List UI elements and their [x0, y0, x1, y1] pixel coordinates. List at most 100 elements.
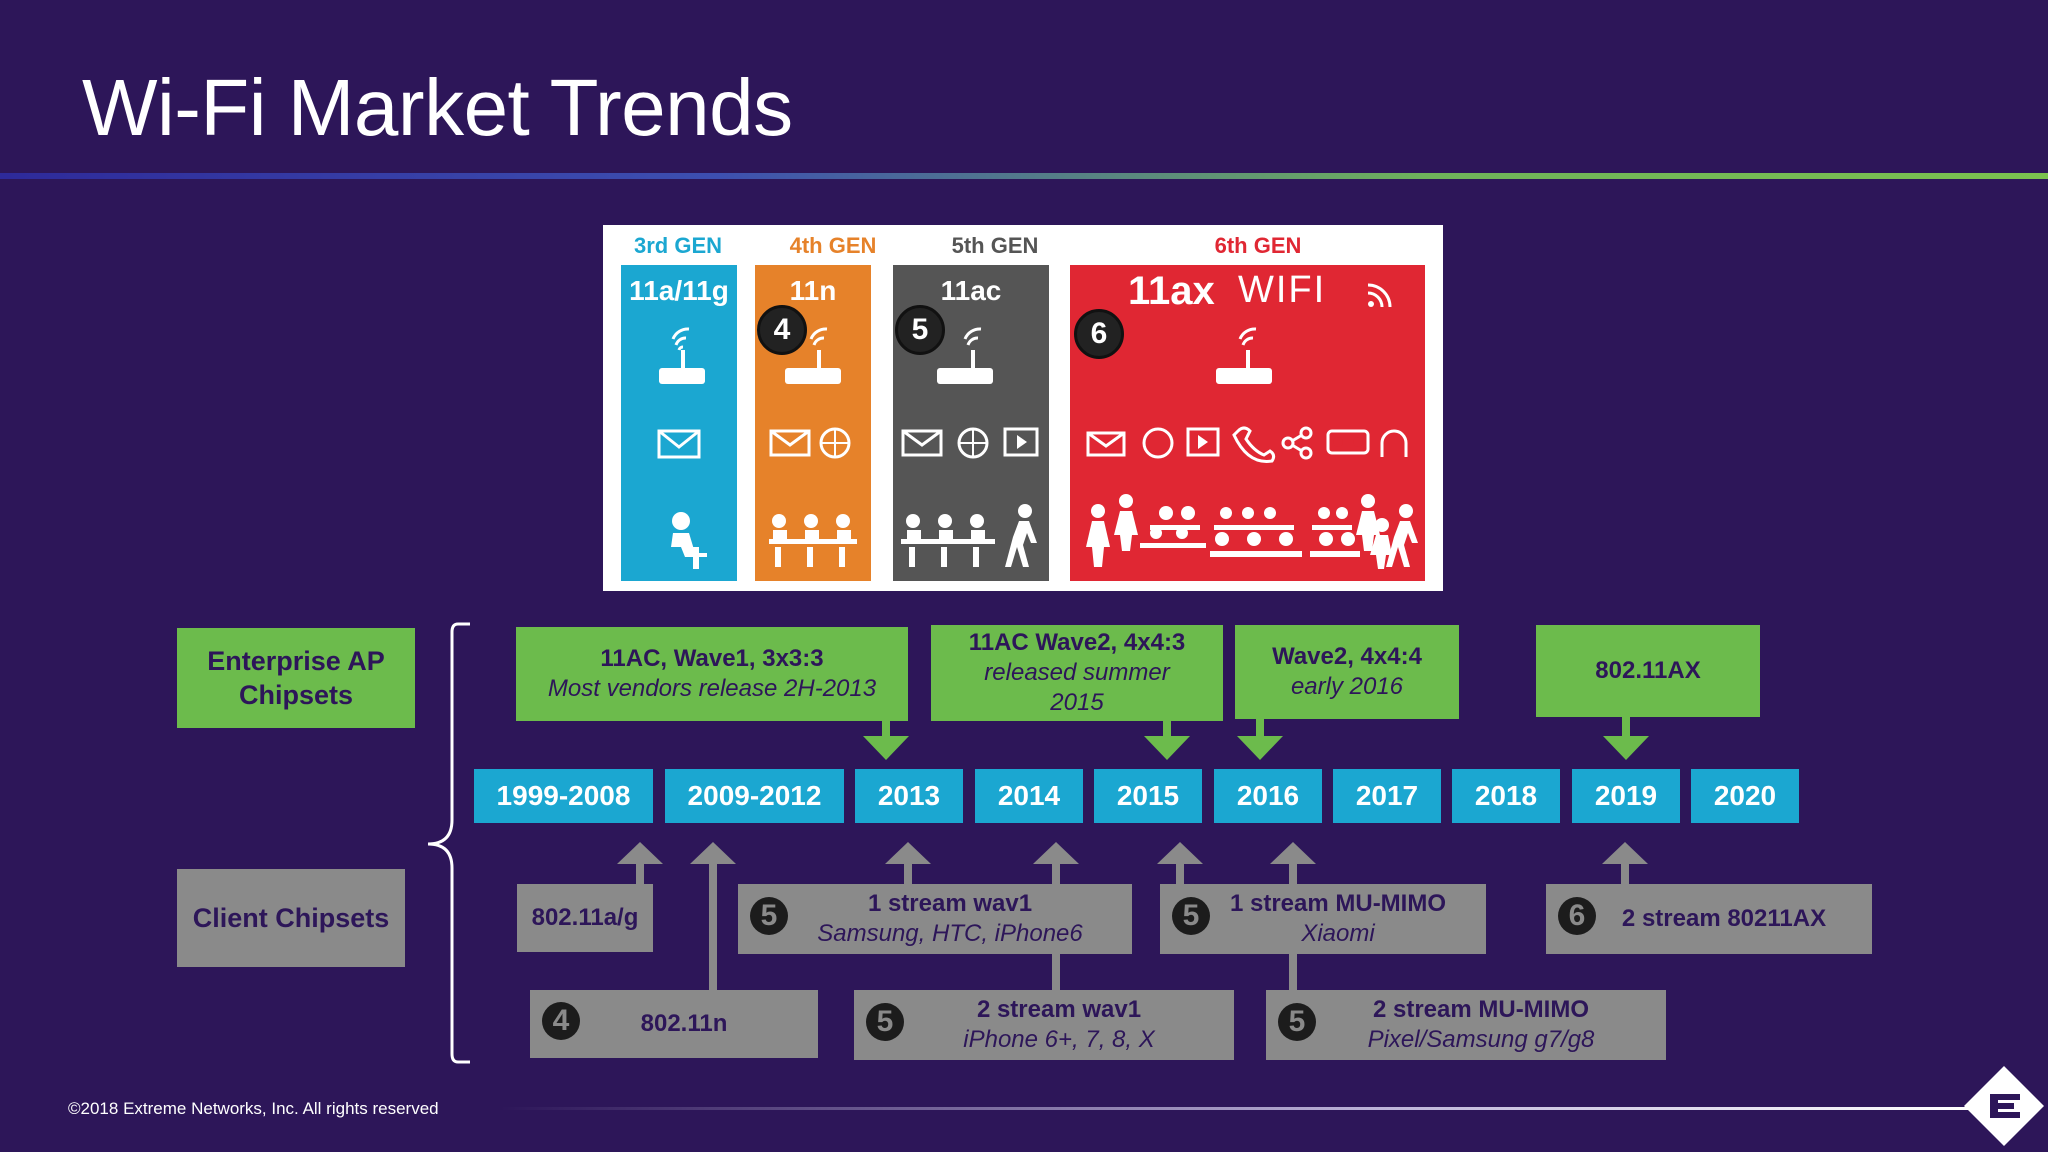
client-item-note: Xiaomi — [1301, 920, 1375, 947]
year-2020: 2020 — [1691, 769, 1799, 823]
arrow-up-icon — [1033, 842, 1079, 864]
gen-column-5th: 11ac 5 — [893, 265, 1049, 581]
gen-column-3rd: 11a/11g — [621, 265, 737, 581]
gen-column-4th: 11n 4 — [755, 265, 871, 581]
enterprise-item-title: 11AC, Wave1, 3x3:3 — [600, 645, 824, 672]
bracket-icon — [427, 622, 470, 1064]
wifi4-badge-label: 4 — [542, 1002, 580, 1040]
arrow-stem — [1621, 862, 1629, 886]
router-icon — [901, 327, 1039, 567]
arrow-stem — [882, 718, 890, 738]
arrow-down-icon — [863, 736, 909, 760]
client-item-note: Pixel/Samsung g7/g8 — [1367, 1026, 1595, 1053]
router-icon — [769, 327, 857, 567]
year-2009-2012: 2009-2012 — [665, 769, 844, 823]
client-item-802-11ag: 802.11a/g — [517, 884, 653, 952]
client-item-note: Samsung, HTC, iPhone6 — [817, 920, 1083, 947]
client-item-title: 1 stream MU-MIMO — [1229, 890, 1447, 917]
arrow-up-icon — [885, 842, 931, 864]
client-item-note: iPhone 6+, 7, 8, X — [963, 1026, 1155, 1053]
arrow-down-icon — [1603, 736, 1649, 760]
wifi-generations-graphic: 3rd GEN 4th GEN 5th GEN 6th GEN 11a/11g … — [603, 225, 1443, 591]
wifi4-badge-icon: 4 — [532, 996, 588, 1052]
enterprise-item-note: early 2016 — [1290, 673, 1404, 700]
year-2019: 2019 — [1572, 769, 1680, 823]
year-2016: 2016 — [1214, 769, 1322, 823]
enterprise-ap-chipsets-label: Enterprise AP Chipsets — [177, 628, 415, 728]
wifi5-badge-icon: 5 — [856, 997, 912, 1053]
wifi4-badge-icon: 4 — [757, 305, 807, 355]
gen-name-11ac: 11ac — [940, 275, 1002, 306]
gen-column-6th: 11ax WIFI 6 — [1070, 265, 1425, 581]
wifi5-badge-icon: 5 — [740, 891, 796, 947]
gen-label-5th: 5th GEN — [951, 233, 1039, 258]
client-item-2-stream-wav1: 5 2 stream wav1 iPhone 6+, 7, 8, X — [854, 990, 1234, 1060]
arrow-stem — [1256, 718, 1264, 738]
gen-name-11a-11g: 11a/11g — [629, 275, 729, 306]
page-title: Wi-Fi Market Trends — [82, 63, 793, 152]
year-2015: 2015 — [1094, 769, 1202, 823]
enterprise-item-title: 11AC Wave2, 4x4:3 — [968, 629, 1186, 656]
client-item-802-11n: 4 802.11n — [530, 990, 818, 1058]
client-chipsets-label: Client Chipsets — [177, 869, 405, 967]
client-item-title: 2 stream wav1 — [976, 996, 1142, 1023]
router-icon — [1086, 327, 1418, 569]
enterprise-item-note: Most vendors release 2H-2013 — [547, 675, 877, 702]
arrow-up-icon — [690, 842, 736, 864]
year-2017: 2017 — [1333, 769, 1441, 823]
enterprise-item-11ac-wave1: 11AC, Wave1, 3x3:3 Most vendors release … — [516, 627, 908, 721]
title-divider — [0, 173, 2048, 179]
extreme-networks-logo-icon — [1964, 1066, 2044, 1146]
enterprise-item-note: released summer — [984, 659, 1170, 686]
arrow-down-icon — [1237, 736, 1283, 760]
client-item-2-stream-mu-mimo: 5 2 stream MU-MIMO Pixel/Samsung g7/g8 — [1266, 990, 1666, 1060]
arrow-stem — [1622, 716, 1630, 738]
client-item-1-stream-mu-mimo: 5 1 stream MU-MIMO Xiaomi — [1160, 884, 1486, 954]
arrow-stem — [709, 862, 717, 992]
wifi5-badge-label: 5 — [1278, 1003, 1316, 1041]
client-item-2-stream-80211ax: 6 2 stream 80211AX — [1546, 884, 1872, 954]
copyright-footer: ©2018 Extreme Networks, Inc. All rights … — [68, 1099, 439, 1118]
client-item-title: 802.11a/g — [531, 904, 639, 931]
year-2013: 2013 — [855, 769, 963, 823]
arrow-stem — [1163, 718, 1171, 738]
gen-label-3rd: 3rd GEN — [633, 233, 723, 258]
enterprise-item-802-11ax: 802.11AX — [1536, 625, 1760, 717]
enterprise-item-title: Wave2, 4x4:4 — [1272, 643, 1422, 670]
footer-divider — [500, 1107, 1970, 1110]
wifi5-badge-icon: 5 — [895, 305, 945, 355]
arrow-up-icon — [1602, 842, 1648, 864]
arrow-stem — [904, 862, 912, 886]
wifi5-badge-icon: 5 — [1162, 891, 1218, 947]
wifi5-badge-label: 5 — [866, 1003, 904, 1041]
gen-name-11ax: 11ax — [1128, 269, 1215, 313]
client-item-title: 1 stream wav1 — [867, 890, 1033, 917]
gen-label-6th: 6th GEN — [1214, 233, 1302, 258]
wifi6-badge-label: 6 — [1558, 897, 1596, 935]
year-2014: 2014 — [975, 769, 1083, 823]
wifi6-badge-icon: 6 — [1548, 891, 1604, 947]
year-2018: 2018 — [1452, 769, 1560, 823]
arrow-stem — [636, 862, 644, 886]
wifi6-badge-icon: 6 — [1074, 309, 1124, 359]
arrow-up-icon — [1157, 842, 1203, 864]
wifi5-badge-icon: 5 — [1268, 997, 1324, 1053]
client-item-1-stream-wav1: 5 1 stream wav1 Samsung, HTC, iPhone6 — [738, 884, 1132, 954]
wifi-logo: WIFI — [1238, 269, 1327, 311]
enterprise-item-title: 802.11AX — [1595, 657, 1701, 684]
arrow-stem — [1176, 862, 1184, 886]
client-item-title: 802.11n — [640, 1010, 728, 1037]
arrow-up-icon — [617, 842, 663, 864]
arrow-down-icon — [1144, 736, 1190, 760]
client-item-title: 2 stream 80211AX — [1621, 905, 1827, 932]
wifi-signal-icon — [1367, 283, 1392, 308]
gen-name-11n: 11n — [789, 275, 837, 306]
arrow-up-icon — [1270, 842, 1316, 864]
enterprise-item-11ac-wave2: 11AC Wave2, 4x4:3 released summer 2015 — [931, 625, 1223, 721]
year-1999-2008: 1999-2008 — [474, 769, 653, 823]
enterprise-item-note: 2015 — [1050, 689, 1104, 716]
wifi5-badge-label: 5 — [750, 897, 788, 935]
gen-label-4th: 4th GEN — [789, 233, 877, 258]
client-item-title: 2 stream MU-MIMO — [1372, 996, 1590, 1023]
wifi5-badge-label: 5 — [1172, 897, 1210, 935]
